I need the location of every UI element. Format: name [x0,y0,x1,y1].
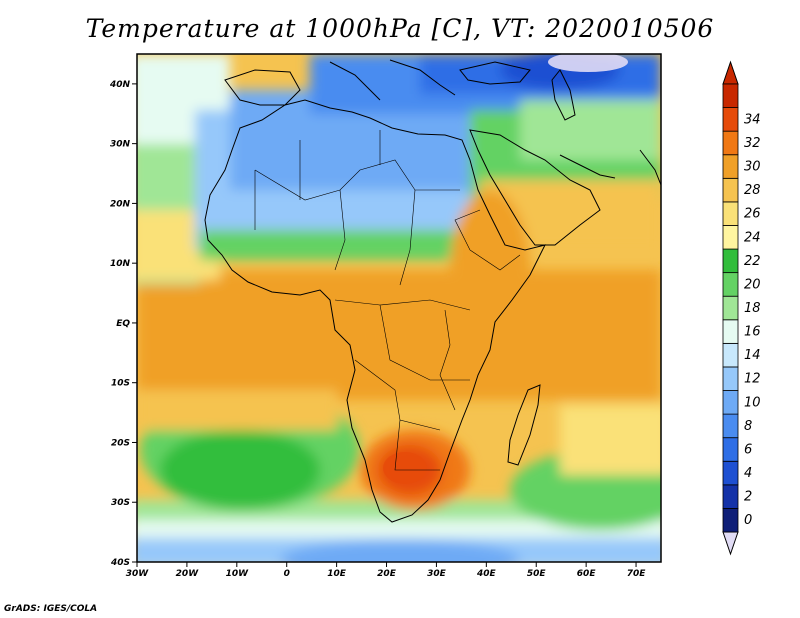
colorbar-segment [722,437,739,462]
colorbar-label: 12 [744,372,761,387]
field-equatorial [137,270,661,400]
colorbar-segment [722,366,739,391]
coastline-italy-balkans [329,59,456,101]
lat-tick-label: 20N [110,199,131,209]
colorbar-label: 26 [744,207,761,222]
lat-tick-label: 10N [110,259,131,269]
colorbar-segment [722,225,739,250]
colorbar-label: 32 [744,136,761,151]
colorbar-segment [722,248,739,274]
field-iran [520,100,661,160]
lon-tick-label: 30E [427,569,447,579]
lon-tick-label: 0 [284,569,290,579]
lon-tick-label: 40E [476,569,497,579]
colorbar-label: 8 [744,419,752,434]
lat-tick-label: 30N [110,140,131,150]
colorbar-label: 6 [744,442,752,457]
lat-tick-label: 40S [110,558,130,568]
colorbar-segment [722,154,739,179]
coastline-madagascar [507,384,541,466]
lon-tick-label: 20W [176,569,200,579]
temperature-field [137,54,661,562]
colorbar-segment [722,413,739,439]
field-atlantic-gradient [137,390,337,430]
lat-tick-label: EQ [116,319,130,329]
lon-tick-label: 50E [527,569,547,579]
colorbar-segment [722,319,739,344]
colorbar-under-triangle [722,531,739,556]
colorbar-segment [722,201,739,226]
colorbar-over-triangle [722,60,739,85]
colorbar-segment [722,130,739,156]
border-lakes [439,309,456,411]
coastlines [204,59,661,523]
border-horn [454,209,521,271]
colorbar-segment [722,83,739,108]
latitude-axis: 40N 30N 20N 10N EQ 10S 20S 30S 40S [109,80,137,568]
lon-tick-label: 70E [627,569,647,579]
field-indian-mid [560,405,661,475]
colorbar-segment [722,177,739,203]
colorbar-label: 18 [744,301,761,316]
lat-tick-label: 20S [111,438,130,448]
lon-tick-label: 60E [577,569,597,579]
colorbar-label: 22 [744,254,761,269]
country-borders [254,130,521,471]
lon-tick-label: 30W [126,569,150,579]
border-sahara-3 [254,130,381,230]
field-south-atlantic-core [160,430,320,510]
colorbar-label: 14 [744,348,761,363]
lat-tick-label: 10S [111,379,130,389]
field-south-cold-patch [280,540,520,562]
longitude-axis: 30W 20W 10W 0 10E 20E 30E 40E 50E 60E 70E [126,562,646,579]
colorbar-segment [722,342,739,368]
colorbar-segment [722,107,739,132]
coastline-arabia [469,129,601,246]
colorbar-label: 20 [744,277,761,292]
coastline-iberia [224,69,301,106]
colorbar-label: 0 [744,513,752,528]
colorbar-label: 30 [744,160,761,175]
colorbar-label: 2 [744,490,752,505]
colorbar-segment [722,484,739,509]
map-title: Temperature at 1000hPa [C], VT: 20200105… [85,14,715,43]
lat-tick-label: 30S [111,498,130,508]
grads-credit: GrADS: IGES/COLA [4,604,98,614]
colorbar-label: 28 [744,183,761,198]
colorbar-segment [722,460,739,486]
lon-tick-label: 20E [377,569,397,579]
colorbar-segment [722,390,739,415]
colorbar-label: 34 [744,112,761,127]
lon-tick-label: 10W [226,569,250,579]
coastline-india [639,149,661,186]
colorbar-label: 10 [744,395,761,410]
lon-tick-label: 10E [327,569,347,579]
border-central-1 [334,299,471,381]
colorbar-label: 24 [744,230,761,245]
colorbar-segment [722,295,739,321]
border-sahara-2 [334,189,416,286]
colorbar-segment [722,508,739,533]
lat-tick-label: 40N [109,80,131,90]
field-below-zero [548,54,628,72]
coastline-caspian [551,69,576,121]
colorbar-label: 16 [744,325,761,340]
coastline-africa [204,99,546,523]
coastline-persian-gulf [559,154,616,179]
border-central-2 [354,359,441,471]
colorbar-segment [722,272,739,297]
coastline-black-sea [459,61,531,85]
plot-frame [136,53,662,563]
field-hotspot [383,452,427,484]
colorbar-label: 4 [744,466,752,481]
